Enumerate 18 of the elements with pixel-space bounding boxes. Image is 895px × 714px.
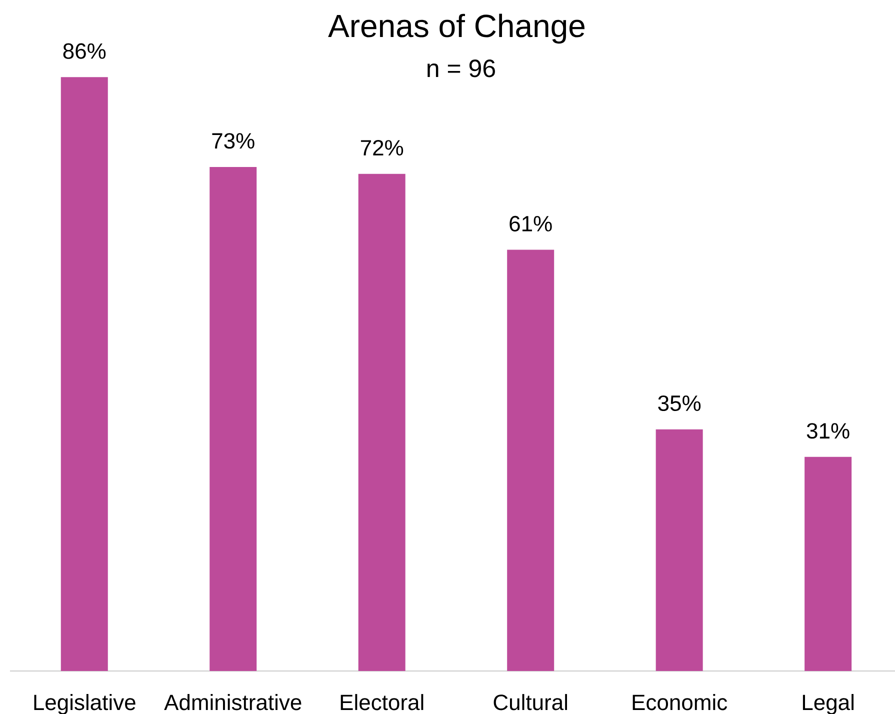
- chart-subtitle: n = 96: [428, 60, 495, 78]
- x-tick-label: Administrative: [164, 694, 302, 710]
- data-label: 72%: [360, 140, 404, 156]
- x-tick-label: Electoral: [340, 694, 424, 710]
- bar: [804, 456, 852, 671]
- data-label: 73%: [212, 133, 254, 149]
- bar: [358, 174, 406, 671]
- data-label: 31%: [806, 423, 850, 439]
- data-label: 86%: [63, 43, 106, 59]
- bar: [60, 77, 108, 671]
- bar: [507, 250, 554, 671]
- data-label: 61%: [510, 216, 552, 232]
- bar: [656, 429, 703, 671]
- bar: [210, 166, 257, 671]
- chart-title: Arenas of Change: [328, 14, 584, 44]
- x-tick-label: Economic: [632, 694, 728, 710]
- x-tick-label: Cultural: [494, 694, 568, 710]
- data-label: 35%: [658, 395, 701, 412]
